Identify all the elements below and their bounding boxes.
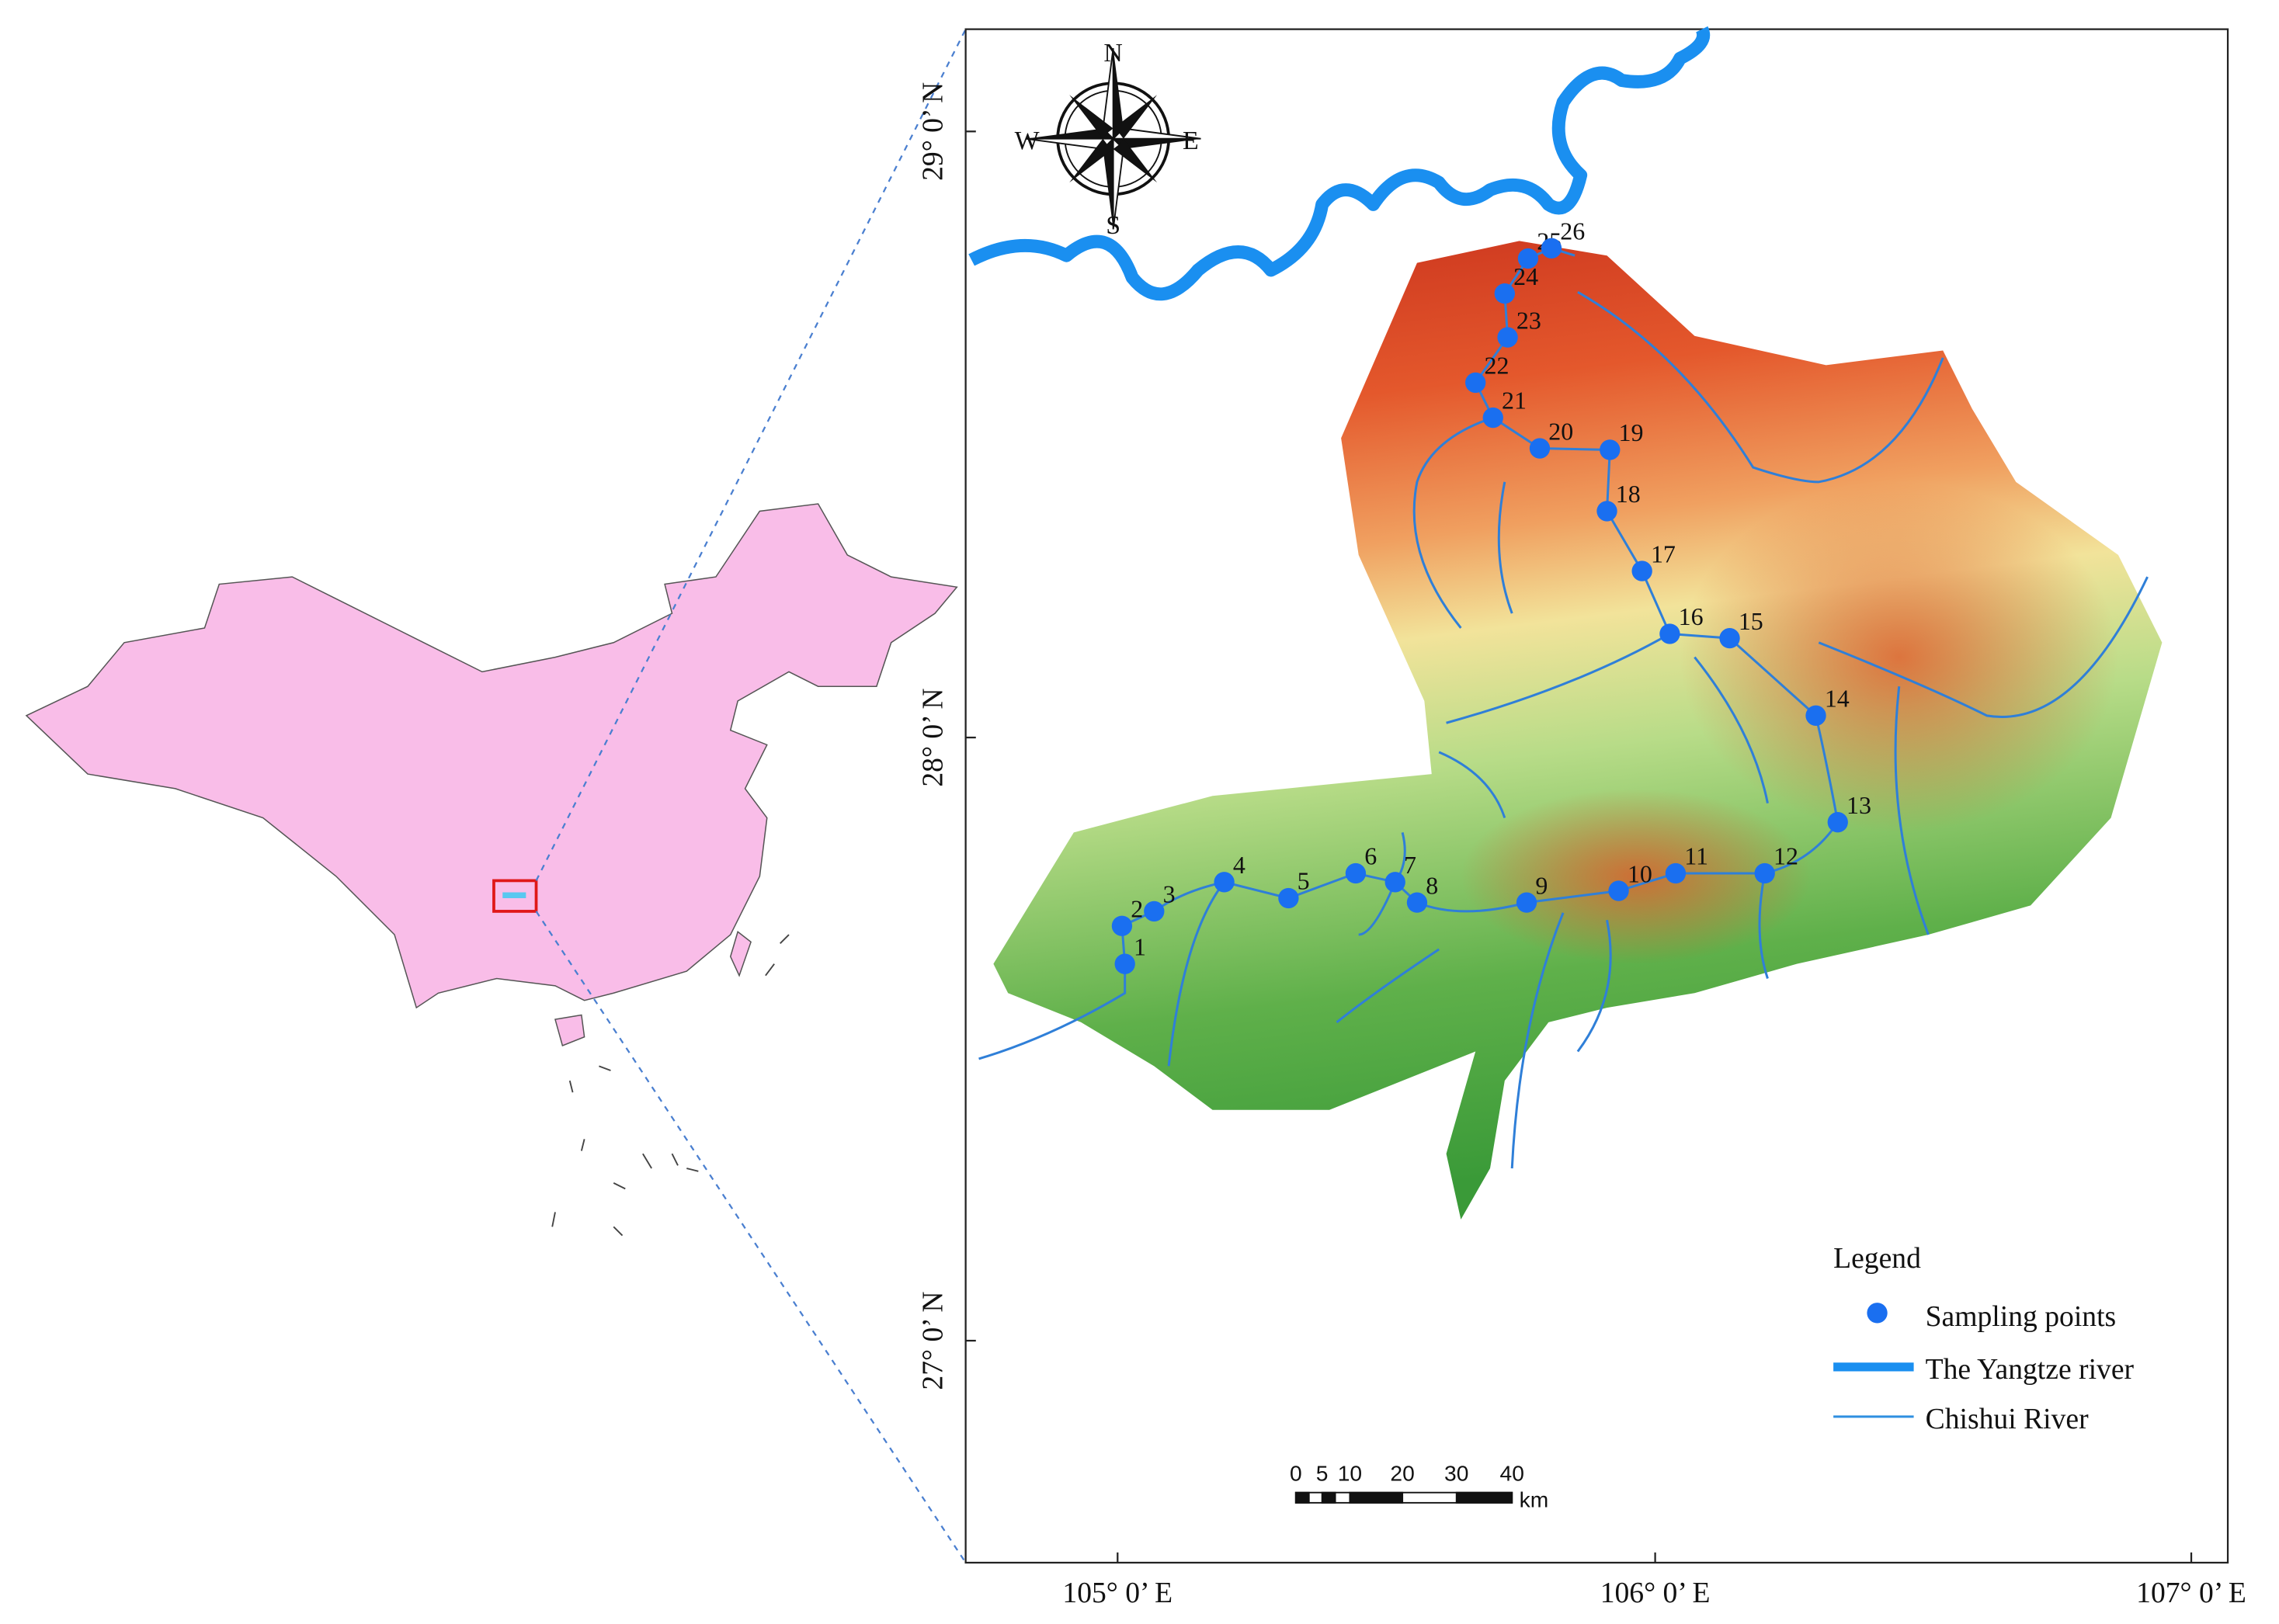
sampling-point [1600,439,1621,460]
sampling-point [1144,900,1165,922]
legend-item: Chishui River [1926,1403,2089,1435]
yangtze-river [968,26,1711,301]
scale-label: 40 [1500,1461,1524,1486]
compass-east: E [1183,127,1199,155]
compass-south: S [1106,211,1120,240]
scale-unit: km [1520,1487,1549,1511]
sampling-point-label: 26 [1560,218,1585,245]
sampling-point [1754,862,1775,884]
latitude-label: 28° 0’ N [917,688,950,786]
sampling-point [1517,248,1539,269]
sampling-point [1541,238,1562,259]
sampling-point [1494,283,1515,304]
sampling-point-label: 18 [1616,481,1641,508]
sampling-point [1114,953,1135,974]
sampling-point-label: 1 [1134,933,1146,960]
sampling-point-label: 16 [1679,603,1704,630]
latitude-label: 29° 0’ N [917,82,950,181]
sampling-point-label: 5 [1298,868,1310,895]
sampling-point-label: 8 [1426,872,1438,899]
sampling-point-label: 9 [1535,872,1548,899]
sampling-point-label: 19 [1619,419,1644,446]
zoom-lines [535,29,967,1563]
sampling-point [1497,327,1518,348]
sampling-point [1665,862,1687,884]
sampling-point [1278,887,1299,909]
sampling-point [1406,892,1428,913]
terrain-highlight [1680,481,2118,833]
sampling-point [1345,862,1367,884]
scale-bar [1294,1491,1513,1504]
sampling-point-label: 13 [1846,792,1871,819]
compass-west: W [1015,127,1040,155]
sampling-point [1482,407,1503,429]
longitude-label: 106° 0’ E [1600,1577,1711,1609]
graticule-ticks [965,130,2193,1563]
hainan [554,1014,585,1047]
sampling-point-label: 21 [1502,387,1527,415]
compass-north: N [1103,39,1122,68]
terrain-highlight [1461,788,1812,964]
sampling-point [1214,872,1235,893]
scale-label: 30 [1444,1461,1468,1486]
sampling-point-label: 10 [1628,860,1652,887]
islands [551,934,790,1237]
sampling-point [1516,892,1537,913]
sampling-point [1529,438,1551,459]
legend-point-symbol [1867,1303,1888,1324]
sampling-point [1111,915,1133,936]
legend-item: Sampling points [1926,1300,2117,1333]
scale-label: 0 [1290,1461,1302,1486]
latitude-label: 27° 0’ N [917,1291,950,1390]
legend-item: The Yangtze river [1926,1353,2135,1386]
legend-title: Legend [1833,1242,1921,1275]
longitude-label: 105° 0’ E [1062,1577,1173,1609]
sampling-point-label: 7 [1404,852,1416,879]
sampling-point [1805,705,1826,727]
sampling-point-label: 17 [1651,540,1676,567]
sampling-point [1465,372,1486,394]
taiwan [729,930,752,977]
scale-label: 20 [1390,1461,1414,1486]
sampling-point-label: 23 [1516,307,1541,334]
sampling-point [1827,812,1848,833]
sampling-point-label: 6 [1364,843,1377,870]
inset-box [492,879,538,913]
scale-label: 5 [1316,1461,1329,1486]
compass-rose [1025,47,1201,230]
sampling-point [1384,872,1405,893]
sampling-point-label: 4 [1233,852,1245,879]
sampling-point-label: 12 [1774,843,1798,870]
chishui-river [978,247,2149,1169]
sampling-point-label: 22 [1484,352,1509,380]
sampling-point-label: 3 [1163,881,1176,908]
sampling-point-label: 20 [1548,418,1573,445]
sampling-point-label: 14 [1825,685,1850,713]
longitude-label: 107° 0’ E [2136,1577,2246,1609]
china-outline [25,503,958,1009]
sampling-point [1631,560,1652,581]
sampling-point-label: 11 [1684,843,1708,870]
scale-label: 10 [1338,1461,1362,1486]
sampling-point [1659,623,1680,644]
sampling-point-label: 15 [1739,608,1763,635]
sampling-point [1719,627,1740,649]
sampling-point [1596,501,1617,522]
sampling-point [1608,880,1629,901]
sampling-point-label: 2 [1131,895,1143,922]
